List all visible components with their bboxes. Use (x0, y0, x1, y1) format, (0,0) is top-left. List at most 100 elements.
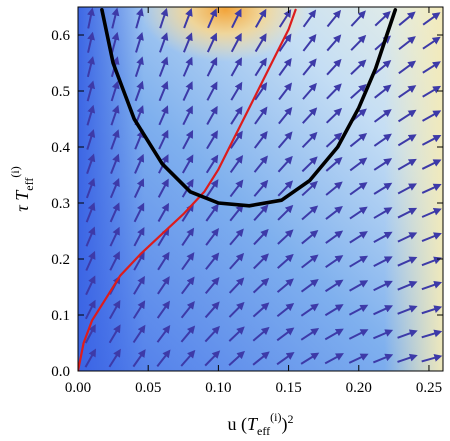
field-arrow (421, 353, 443, 363)
field-arrow (421, 134, 442, 146)
field-arrow (349, 280, 369, 292)
y-tick-label: 0.0 (51, 364, 70, 380)
field-arrow (276, 278, 294, 293)
field-arrow (156, 325, 171, 343)
field-arrow (373, 256, 393, 268)
field-arrow (134, 129, 145, 150)
field-arrow (422, 110, 442, 122)
field-arrow (397, 207, 418, 219)
field-arrow (86, 153, 96, 175)
field-arrow (157, 202, 170, 223)
field-arrow (421, 256, 442, 267)
field-arrow (85, 202, 96, 223)
field-arrow (182, 81, 193, 101)
field-arrow (300, 328, 320, 341)
field-arrow (182, 105, 193, 126)
field-arrow (254, 57, 267, 77)
field-arrow (110, 129, 120, 150)
field-arrow (326, 34, 342, 52)
field-arrow (421, 305, 443, 315)
field-arrow (325, 255, 344, 268)
field-arrow (278, 58, 292, 76)
field-arrow (204, 325, 220, 343)
x-tick-label: 0.15 (275, 380, 301, 396)
field-arrow (87, 7, 95, 29)
field-arrow (182, 56, 193, 77)
background-hotspot (140, 7, 311, 62)
field-arrow (86, 80, 96, 102)
field-arrow (132, 349, 146, 368)
field-arrow (205, 154, 219, 174)
field-arrow (134, 56, 144, 77)
field-arrow (156, 349, 171, 367)
field-arrow (349, 206, 368, 220)
field-arrow (373, 182, 393, 195)
field-arrow (253, 204, 269, 222)
field-arrow (180, 300, 195, 319)
field-arrow (109, 178, 120, 199)
field-arrow (278, 9, 292, 28)
field-arrow (301, 229, 319, 245)
field-arrow (277, 155, 293, 173)
field-arrow (253, 155, 268, 173)
field-arrow (229, 228, 244, 246)
field-arrow (204, 350, 221, 367)
field-arrow (349, 133, 368, 148)
field-arrow (132, 324, 146, 344)
field-arrow (422, 12, 441, 26)
x-tick-label: 0.05 (135, 380, 161, 396)
field-arrow (158, 80, 169, 102)
field-arrow (254, 33, 267, 53)
field-arrow (253, 130, 268, 149)
field-arrow (133, 251, 145, 271)
field-arrow (350, 34, 367, 51)
field-arrow (204, 276, 220, 294)
field-arrow (180, 349, 196, 367)
field-arrow (111, 7, 120, 29)
field-arrow (230, 32, 242, 53)
field-arrow (158, 105, 169, 126)
field-arrow (252, 277, 270, 294)
field-arrow (252, 351, 270, 366)
y-tick-label: 0.1 (51, 308, 70, 324)
field-arrow (181, 203, 194, 222)
field-arrow (254, 8, 267, 28)
field-arrow (422, 36, 441, 50)
field-arrow (421, 183, 442, 194)
field-arrow (181, 227, 195, 246)
field-arrow (421, 281, 443, 291)
field-arrow (277, 131, 293, 149)
x-tick-label: 0.10 (205, 380, 231, 396)
x-tick-label: 0.25 (416, 380, 442, 396)
field-arrow (301, 254, 319, 269)
y-tick-label: 0.5 (51, 84, 70, 100)
ticks: 0.00 0.05 0.10 0.15 0.20 0.25 0.0 0.1 0.2 0.3 0.4 0… (51, 7, 443, 396)
x-tick-label: 0.00 (65, 380, 91, 396)
field-arrow (230, 130, 243, 149)
field-arrow (397, 232, 418, 243)
field-arrow (422, 61, 441, 74)
field-arrow (276, 351, 295, 366)
field-arrow (254, 106, 268, 125)
field-arrow (421, 232, 442, 242)
field-arrow (228, 277, 245, 294)
field-arrow (325, 181, 343, 196)
field-arrow (326, 58, 342, 76)
field-arrow (86, 104, 96, 126)
y-axis-title: τ Teff(i) (8, 166, 36, 211)
field-arrow (398, 11, 416, 26)
field-arrow (252, 326, 270, 342)
field-arrow (157, 178, 169, 198)
field-arrow (302, 58, 317, 76)
field-arrow (228, 301, 245, 318)
field-arrow (277, 180, 294, 197)
field-arrow (301, 180, 318, 197)
field-arrow (277, 253, 294, 269)
field-arrow (350, 10, 366, 27)
field-arrow (326, 9, 342, 28)
field-arrow (108, 299, 121, 320)
field-arrow (229, 155, 244, 174)
y-tick-label: 0.2 (51, 252, 70, 268)
field-arrow (398, 85, 417, 99)
